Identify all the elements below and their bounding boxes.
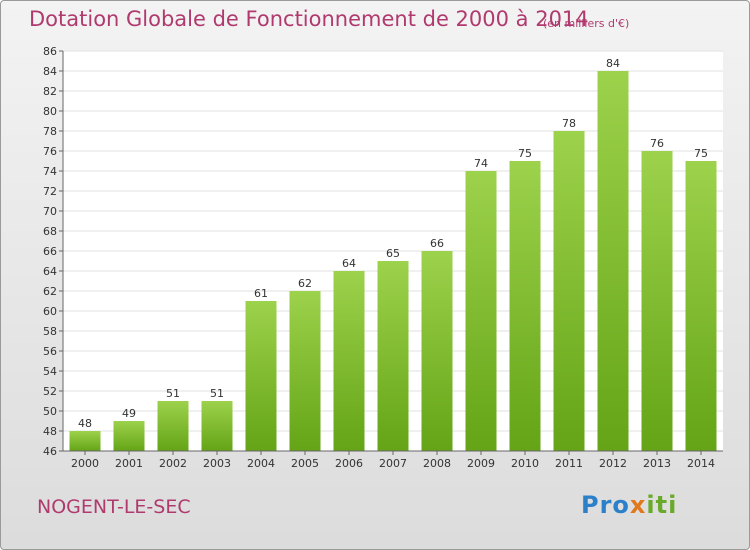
value-label-2007: 65: [386, 247, 400, 260]
bar-2014: [685, 161, 717, 451]
value-label-2004: 61: [254, 287, 268, 300]
y-tick-label: 80: [43, 105, 57, 118]
x-tick-label-2008: 2008: [423, 457, 451, 470]
y-tick-label: 54: [43, 365, 57, 378]
value-label-2005: 62: [298, 277, 312, 290]
bar-2006: [333, 271, 365, 451]
value-label-2010: 75: [518, 147, 532, 160]
value-label-2009: 74: [474, 157, 488, 170]
y-tick-label: 46: [43, 445, 57, 458]
y-tick-label: 78: [43, 125, 57, 138]
x-tick-label-2001: 2001: [115, 457, 143, 470]
x-tick-label-2011: 2011: [555, 457, 583, 470]
y-tick-label: 66: [43, 245, 57, 258]
bar-2004: [245, 301, 277, 451]
value-label-2001: 49: [122, 407, 136, 420]
bar-2009: [465, 171, 497, 451]
x-tick-label-2002: 2002: [159, 457, 187, 470]
bar-2012: [597, 71, 629, 451]
y-tick-label: 60: [43, 305, 57, 318]
value-label-2002: 51: [166, 387, 180, 400]
x-tick-label-2007: 2007: [379, 457, 407, 470]
x-tick-label-2009: 2009: [467, 457, 495, 470]
y-axis: 46 48 50 52 54 56 58 60 62 64 66 68 70 72 74 76 78 80 82 84…: [43, 45, 64, 458]
bar-2003: [201, 401, 233, 451]
x-tick-label-2012: 2012: [599, 457, 627, 470]
bar-2013: [641, 151, 673, 451]
chart-title: Dotation Globale de Fonctionnement de 20…: [29, 7, 589, 31]
y-tick-label: 48: [43, 425, 57, 438]
y-tick-label: 68: [43, 225, 57, 238]
commune-name: NOGENT-LE-SEC: [37, 496, 191, 518]
bar-2011: [553, 131, 585, 451]
bar-2007: [377, 261, 409, 451]
logo-part-2: x: [629, 491, 647, 519]
x-axis: 2000 2001 2002 2003 2004 2005 2006 2007 2008 2009…: [63, 450, 723, 470]
y-tick-label: 84: [43, 65, 57, 78]
bar-2001: [113, 421, 145, 451]
x-tick-label-2014: 2014: [687, 457, 715, 470]
y-tick-label: 52: [43, 385, 57, 398]
logo-part-3: iti: [646, 491, 678, 519]
value-label-2013: 76: [650, 137, 664, 150]
y-tick-label: 76: [43, 145, 57, 158]
value-label-2006: 64: [342, 257, 356, 270]
bar-2000: [69, 431, 101, 451]
y-tick-label: 72: [43, 185, 57, 198]
bar-2005: [289, 291, 321, 451]
y-tick-label: 50: [43, 405, 57, 418]
x-tick-label-2005: 2005: [291, 457, 319, 470]
y-tick-label: 70: [43, 205, 57, 218]
y-tick-label: 64: [43, 265, 57, 278]
value-label-2003: 51: [210, 387, 224, 400]
proxiti-logo: Proxiti: [581, 491, 677, 519]
y-tick-label: 56: [43, 345, 57, 358]
y-tick-label: 86: [43, 45, 57, 58]
x-tick-label-2010: 2010: [511, 457, 539, 470]
value-label-2012: 84: [606, 57, 620, 70]
x-tick-label-2003: 2003: [203, 457, 231, 470]
x-tick-label-2006: 2006: [335, 457, 363, 470]
value-label-2011: 78: [562, 117, 576, 130]
value-label-2014: 75: [694, 147, 708, 160]
x-tick-label-2004: 2004: [247, 457, 275, 470]
y-tick-label: 62: [43, 285, 57, 298]
bar-2010: [509, 161, 541, 451]
value-label-2008: 66: [430, 237, 444, 250]
value-label-2000: 48: [78, 417, 92, 430]
y-tick-label: 58: [43, 325, 57, 338]
y-tick-label: 74: [43, 165, 57, 178]
bar-2008: [421, 251, 453, 451]
x-tick-label-2013: 2013: [643, 457, 671, 470]
y-tick-label: 82: [43, 85, 57, 98]
x-tick-label-2000: 2000: [71, 457, 99, 470]
bar-2002: [157, 401, 189, 451]
bars: 48 49 51 51 61 62 64 65 66 74 75 78 84 76 75: [69, 57, 717, 451]
logo-part-1: Pro: [581, 491, 630, 519]
chart-subtitle: (en milliers d'€): [543, 17, 630, 30]
